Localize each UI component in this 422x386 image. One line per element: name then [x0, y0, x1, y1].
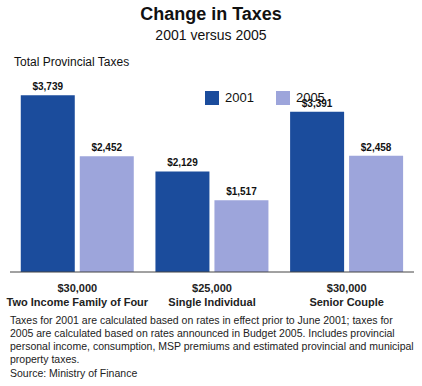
svg-text:$2,129: $2,129 [167, 157, 198, 168]
svg-text:$1,517: $1,517 [226, 186, 257, 197]
svg-text:$30,000Senior Couple: $30,000Senior Couple [309, 282, 384, 308]
svg-text:$25,000Single Individual: $25,000Single Individual [168, 282, 255, 308]
svg-text:$3,391: $3,391 [302, 98, 333, 109]
svg-text:$3,739: $3,739 [32, 81, 63, 92]
svg-text:$2,458: $2,458 [361, 142, 392, 153]
svg-text:$2,452: $2,452 [91, 142, 122, 153]
svg-text:$30,000Two Income Family of Fo: $30,000Two Income Family of Four [8, 282, 149, 308]
